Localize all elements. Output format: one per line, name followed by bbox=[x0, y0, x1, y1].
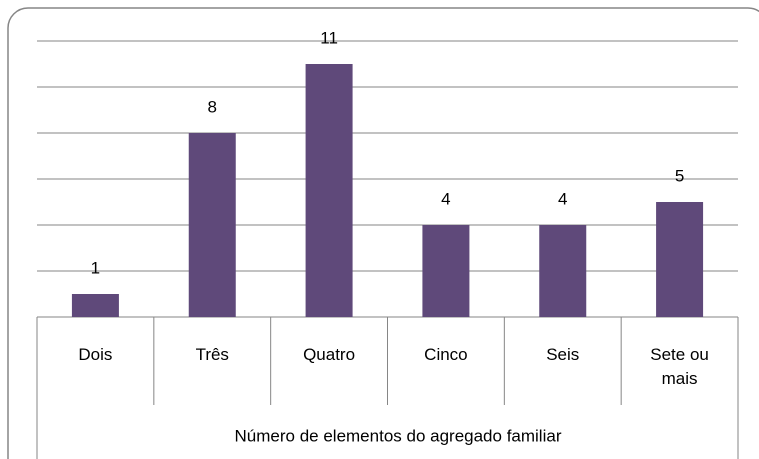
x-axis-title: Número de elementos do agregado familiar bbox=[235, 426, 562, 445]
x-tick-label: Sete ou mais bbox=[650, 345, 709, 388]
bar bbox=[539, 225, 587, 317]
bar bbox=[71, 294, 119, 317]
data-label: 4 bbox=[558, 189, 567, 208]
data-label: 5 bbox=[675, 166, 684, 185]
bar bbox=[305, 64, 353, 317]
x-tick-label: Cinco bbox=[424, 345, 468, 364]
chart-frame bbox=[7, 7, 759, 459]
x-tick-label: Três bbox=[195, 345, 229, 364]
bar bbox=[656, 202, 704, 317]
x-tick-label: Quatro bbox=[303, 345, 356, 364]
bar bbox=[188, 133, 236, 317]
data-label: 11 bbox=[320, 28, 338, 47]
data-label: 4 bbox=[441, 189, 450, 208]
data-label: 1 bbox=[91, 258, 100, 277]
bar bbox=[422, 225, 470, 317]
data-label: 8 bbox=[208, 97, 217, 116]
x-tick-label: Dois bbox=[78, 345, 113, 364]
x-tick-label: Seis bbox=[546, 345, 580, 364]
